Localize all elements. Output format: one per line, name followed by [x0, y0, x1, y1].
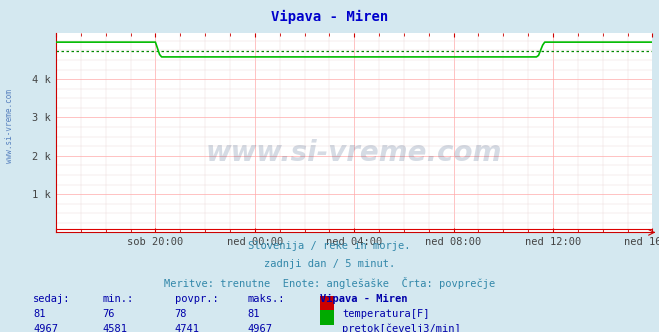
Text: 4967: 4967 — [247, 324, 272, 332]
Text: www.si-vreme.com: www.si-vreme.com — [206, 139, 502, 167]
Text: 4581: 4581 — [102, 324, 127, 332]
Text: 4741: 4741 — [175, 324, 200, 332]
Text: Vipava - Miren: Vipava - Miren — [271, 10, 388, 24]
Text: Slovenija / reke in morje.: Slovenija / reke in morje. — [248, 241, 411, 251]
Text: Vipava - Miren: Vipava - Miren — [320, 294, 407, 304]
Text: pretok[čevelj3/min]: pretok[čevelj3/min] — [342, 324, 461, 332]
Text: 78: 78 — [175, 309, 187, 319]
Text: min.:: min.: — [102, 294, 133, 304]
Text: povpr.:: povpr.: — [175, 294, 218, 304]
Text: 81: 81 — [33, 309, 45, 319]
Text: 81: 81 — [247, 309, 260, 319]
Text: temperatura[F]: temperatura[F] — [342, 309, 430, 319]
Text: zadnji dan / 5 minut.: zadnji dan / 5 minut. — [264, 259, 395, 269]
Text: 76: 76 — [102, 309, 115, 319]
Text: 4967: 4967 — [33, 324, 58, 332]
Text: Meritve: trenutne  Enote: anglešaške  Črta: povprečje: Meritve: trenutne Enote: anglešaške Črta… — [164, 277, 495, 289]
Text: maks.:: maks.: — [247, 294, 285, 304]
Text: sedaj:: sedaj: — [33, 294, 71, 304]
Text: www.si-vreme.com: www.si-vreme.com — [5, 89, 14, 163]
